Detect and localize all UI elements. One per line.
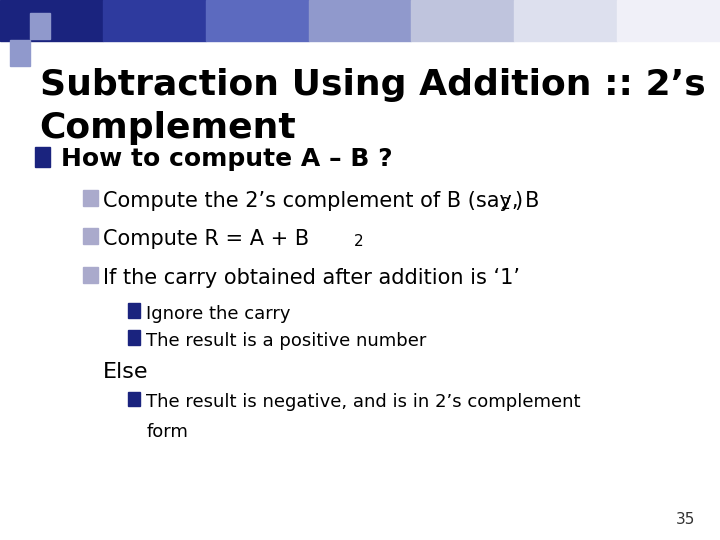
Bar: [30, 14, 50, 39]
Text: Else: Else: [103, 362, 148, 382]
Bar: [83, 228, 98, 244]
Bar: [10, 14, 30, 39]
Bar: [411, 0, 514, 40]
Bar: [35, 147, 50, 167]
Bar: [10, 40, 30, 66]
Text: How to compute A – B ?: How to compute A – B ?: [61, 147, 393, 171]
Text: Complement: Complement: [40, 111, 297, 145]
Bar: [128, 330, 140, 345]
Bar: [83, 190, 98, 206]
Text: form: form: [146, 423, 188, 441]
Text: 2: 2: [500, 197, 510, 212]
Bar: [206, 0, 309, 40]
Text: Ignore the carry: Ignore the carry: [146, 305, 291, 322]
Text: 35: 35: [675, 511, 695, 526]
Bar: [128, 392, 140, 406]
Bar: [83, 267, 98, 283]
Text: The result is a positive number: The result is a positive number: [146, 332, 426, 349]
Text: Compute the 2’s complement of B (say, B: Compute the 2’s complement of B (say, B: [103, 191, 539, 211]
Text: 2: 2: [354, 234, 364, 249]
Text: Subtraction Using Addition :: 2’s: Subtraction Using Addition :: 2’s: [40, 68, 706, 102]
Bar: [617, 0, 720, 40]
Bar: [514, 0, 617, 40]
Bar: [103, 0, 206, 40]
Text: The result is negative, and is in 2’s complement: The result is negative, and is in 2’s co…: [146, 393, 580, 411]
Bar: [0, 0, 103, 40]
Text: ): ): [515, 191, 523, 211]
Bar: [128, 303, 140, 318]
Bar: [309, 0, 411, 40]
Text: Compute R = A + B: Compute R = A + B: [103, 229, 309, 249]
Text: If the carry obtained after addition is ‘1’: If the carry obtained after addition is …: [103, 268, 520, 288]
